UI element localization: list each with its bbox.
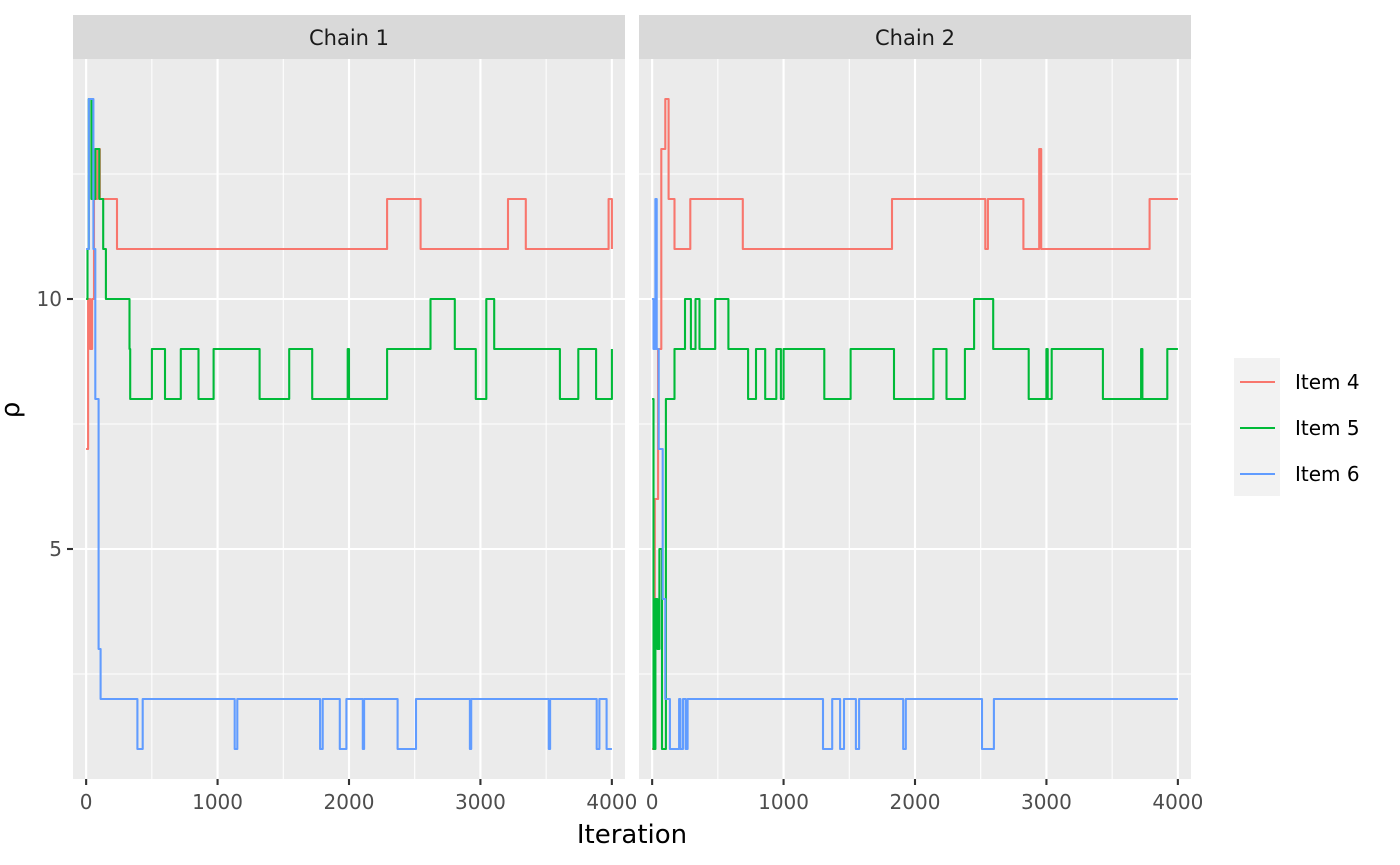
legend-label-item-4: Item 4: [1295, 370, 1360, 394]
series-lines-chain-2: [652, 97, 1178, 751]
facet-strip-label-chain-2: Chain 2: [875, 26, 955, 50]
facet-strip-chain-1: [73, 15, 625, 59]
facet-panel-chain-1: Chain 1 0 1000 2000 3000 4000: [73, 15, 637, 814]
legend: Item 4 Item 5 Item 6: [1234, 358, 1360, 496]
x-tick-label: 0: [646, 790, 659, 814]
x-tick-label: 3000: [1021, 790, 1072, 814]
x-tick-label: 4000: [1152, 790, 1203, 814]
series-line-item-4: [86, 147, 613, 451]
facet-strip-chain-2: [639, 15, 1191, 59]
y-axis: 5 10: [37, 287, 73, 561]
facet-panel-chain-2: Chain 2 0 1000 2000 3000 4000: [639, 15, 1203, 814]
y-tick-label: 5: [49, 537, 62, 561]
x-axis-chain-1: 0 1000 2000 3000 4000: [80, 779, 637, 814]
x-tick-label: 2000: [890, 790, 941, 814]
series-lines-chain-1: [86, 97, 613, 751]
grid-chain-1: [73, 59, 625, 779]
grid-chain-2: [639, 59, 1191, 779]
x-tick-label: 4000: [586, 790, 637, 814]
legend-label-item-6: Item 6: [1295, 462, 1360, 486]
series-line-item-6: [652, 197, 1178, 751]
x-tick-label: 3000: [455, 790, 506, 814]
x-axis-title: Iteration: [577, 820, 687, 850]
x-tick-label: 1000: [192, 790, 243, 814]
y-tick-label: 10: [37, 287, 62, 311]
y-axis-title: ρ: [0, 402, 26, 419]
x-tick-label: 1000: [758, 790, 809, 814]
series-line-item-4: [652, 97, 1178, 751]
series-line-item-5: [86, 97, 613, 401]
series-line-item-5: [652, 297, 1178, 751]
x-tick-label: 2000: [324, 790, 375, 814]
x-tick-label: 0: [80, 790, 93, 814]
x-axis-chain-2: 0 1000 2000 3000 4000: [646, 779, 1203, 814]
facet-strip-label-chain-1: Chain 1: [309, 26, 389, 50]
legend-label-item-5: Item 5: [1295, 416, 1360, 440]
series-line-item-6: [86, 97, 612, 751]
